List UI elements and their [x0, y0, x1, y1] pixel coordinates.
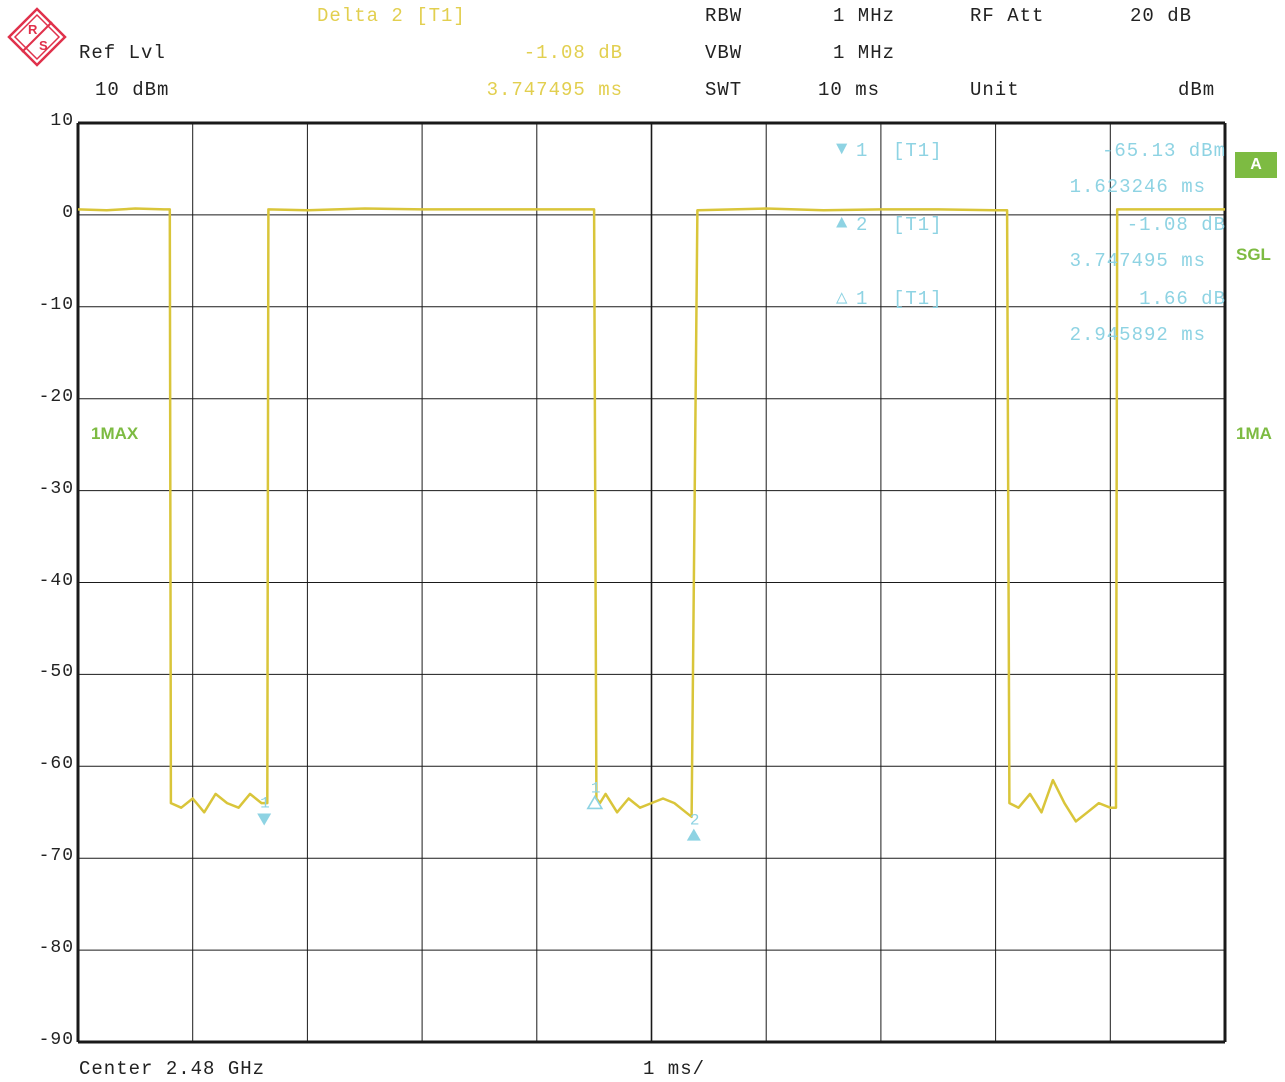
- marker-panel-tag: [T1]: [893, 140, 943, 162]
- rf-att-value: 20 dB: [1130, 5, 1193, 27]
- trace-markers: 1 1 2: [257, 779, 701, 841]
- rbw-label: RBW: [705, 5, 743, 27]
- marker-panel-level: -1.08 dB: [1126, 214, 1226, 236]
- marker-panel-level: 1.66 dB: [1139, 288, 1226, 310]
- y-tick-label: -10: [38, 294, 74, 315]
- y-tick-label: -30: [38, 478, 74, 499]
- y-tick-label: 0: [62, 202, 74, 223]
- swt-value: 10 ms: [818, 79, 881, 101]
- svg-text:R: R: [28, 22, 38, 37]
- time-per-division: 1 ms/: [643, 1058, 706, 1080]
- marker-1-down: 1: [257, 794, 272, 826]
- ref-lvl-value: 10 dBm: [95, 79, 170, 101]
- y-tick-label: 10: [50, 111, 74, 131]
- marker-label: 2: [690, 812, 700, 830]
- ref-lvl-label: Ref Lvl: [79, 42, 166, 64]
- marker-label: 1: [260, 794, 270, 812]
- trace-a-badge: A: [1235, 152, 1277, 178]
- y-tick-label: -40: [38, 570, 74, 591]
- sgl-label: SGL: [1236, 245, 1271, 264]
- marker-label: 1: [591, 779, 601, 797]
- marker-panel-symbol: ▲: [836, 212, 849, 234]
- rf-att-label: RF Att: [970, 5, 1045, 27]
- marker-panel-tag: [T1]: [893, 214, 943, 236]
- rbw-value: 1 MHz: [833, 5, 896, 27]
- marker-panel-tag: [T1]: [893, 288, 943, 310]
- marker-panel-level: -65.13 dBm: [1101, 140, 1226, 162]
- marker-panel-symbol: △: [836, 287, 849, 309]
- marker-panel-id: 1: [856, 288, 869, 310]
- y-tick-label: -80: [38, 938, 74, 959]
- y-tick-label: -70: [38, 846, 74, 867]
- unit-value: dBm: [1178, 79, 1216, 101]
- marker-1-delta: 1: [586, 779, 604, 810]
- y-tick-label: -50: [38, 662, 74, 683]
- plot-grid: [76, 121, 1227, 1044]
- vbw-value: 1 MHz: [833, 42, 896, 64]
- marker-panel-time: 1.623246 ms: [1069, 176, 1206, 198]
- trace-1max: [77, 207, 1225, 823]
- svg-text:S: S: [39, 38, 48, 53]
- trace-label-right: 1MA: [1236, 424, 1272, 443]
- delta-marker-label: Delta 2 [T1]: [317, 5, 466, 27]
- marker-panel-time: 3.747495 ms: [1069, 250, 1206, 272]
- y-tick-label: -20: [38, 386, 74, 407]
- delta-marker-time: 3.747495 ms: [486, 79, 623, 101]
- marker-panel-id: 1: [856, 140, 869, 162]
- y-tick-label: -90: [38, 1030, 74, 1050]
- marker-panel-symbol: ▼: [836, 138, 849, 160]
- marker-2-up: 2: [686, 812, 701, 841]
- delta-marker-level: -1.08 dB: [523, 42, 623, 64]
- rs-logo: R S: [7, 7, 67, 67]
- marker-panel-id: 2: [856, 214, 869, 236]
- trace-label-left: 1MAX: [91, 424, 139, 443]
- unit-label: Unit: [970, 79, 1020, 101]
- marker-panel-time: 2.945892 ms: [1069, 324, 1206, 346]
- vbw-label: VBW: [705, 42, 743, 64]
- y-tick-label: -60: [38, 754, 74, 775]
- swt-label: SWT: [705, 79, 743, 101]
- center-frequency: Center 2.48 GHz: [79, 1058, 266, 1080]
